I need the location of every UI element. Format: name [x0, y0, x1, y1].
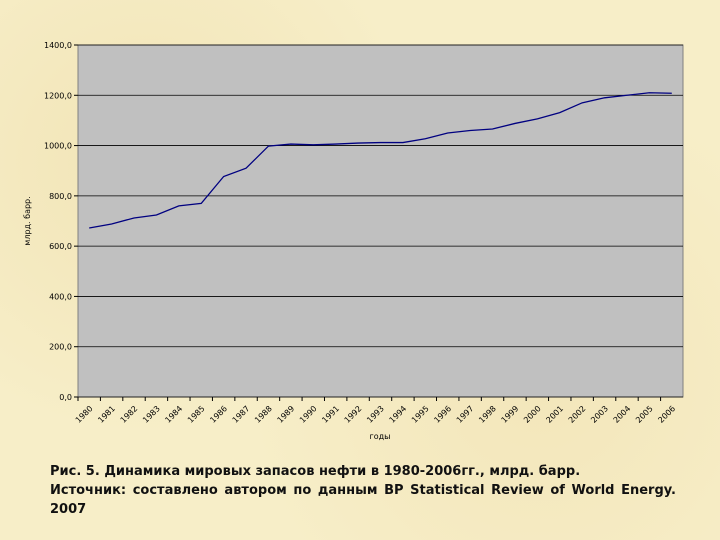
x-axis-label: годы: [370, 432, 391, 441]
caption-line: Источник: составлено автором по данным B…: [50, 483, 676, 517]
x-tick-label: 2000: [522, 404, 543, 425]
x-tick-label: 1985: [186, 404, 207, 425]
x-tick-label: 1982: [119, 404, 140, 425]
plot-area: [77, 44, 684, 398]
caption-line: Рис. 5. Динамика мировых запасов нефти в…: [50, 464, 581, 479]
data-line: [89, 92, 672, 229]
x-tick-label: 1987: [231, 404, 252, 425]
x-tick-label: 1998: [477, 404, 498, 425]
y-tick-label: 600,0: [49, 242, 72, 251]
y-tick-label: 400,0: [49, 292, 72, 301]
x-tick-label: 1988: [253, 404, 274, 425]
x-tick-label: 1999: [500, 404, 521, 425]
x-tick-label: 1992: [343, 404, 364, 425]
x-tick-label: 2005: [634, 404, 655, 425]
x-tick-label: 2002: [567, 404, 588, 425]
x-tick-label: 1996: [432, 404, 453, 425]
x-tick-label: 1980: [74, 404, 95, 425]
x-tick-label: 1983: [141, 404, 162, 425]
x-tick-label: 1986: [208, 404, 229, 425]
x-tick-label: 1994: [388, 404, 409, 425]
x-tick-label: 1995: [410, 404, 431, 425]
x-tick-label: 1993: [365, 404, 386, 425]
x-tick-label: 1990: [298, 404, 319, 425]
x-tick-label: 2003: [589, 404, 610, 425]
x-tick-label: 1981: [96, 404, 117, 425]
chart: млрд. барр. годы 0,0 200,0 400,0 600,0 800,0…: [23, 41, 684, 441]
x-tick-label: 1997: [455, 404, 476, 425]
y-tick-label: 800,0: [49, 192, 72, 201]
y-axis-label: млрд. барр.: [23, 196, 32, 245]
x-tick-label: 2001: [544, 404, 565, 425]
x-tick-label: 1991: [320, 404, 341, 425]
y-tick-label: 1200,0: [44, 91, 72, 100]
x-tick-label: 1984: [163, 404, 184, 425]
caption: Рис. 5. Динамика мировых запасов нефти в…: [50, 462, 676, 519]
y-tick-label: 0,0: [59, 393, 72, 402]
x-tick-label: 2006: [656, 404, 677, 425]
y-tick-label: 1400,0: [44, 41, 72, 50]
y-tick-label: 200,0: [49, 343, 72, 352]
x-tick-label: 1989: [276, 404, 297, 425]
x-tick-label: 2004: [612, 404, 633, 425]
y-tick-label: 1000,0: [44, 142, 72, 151]
